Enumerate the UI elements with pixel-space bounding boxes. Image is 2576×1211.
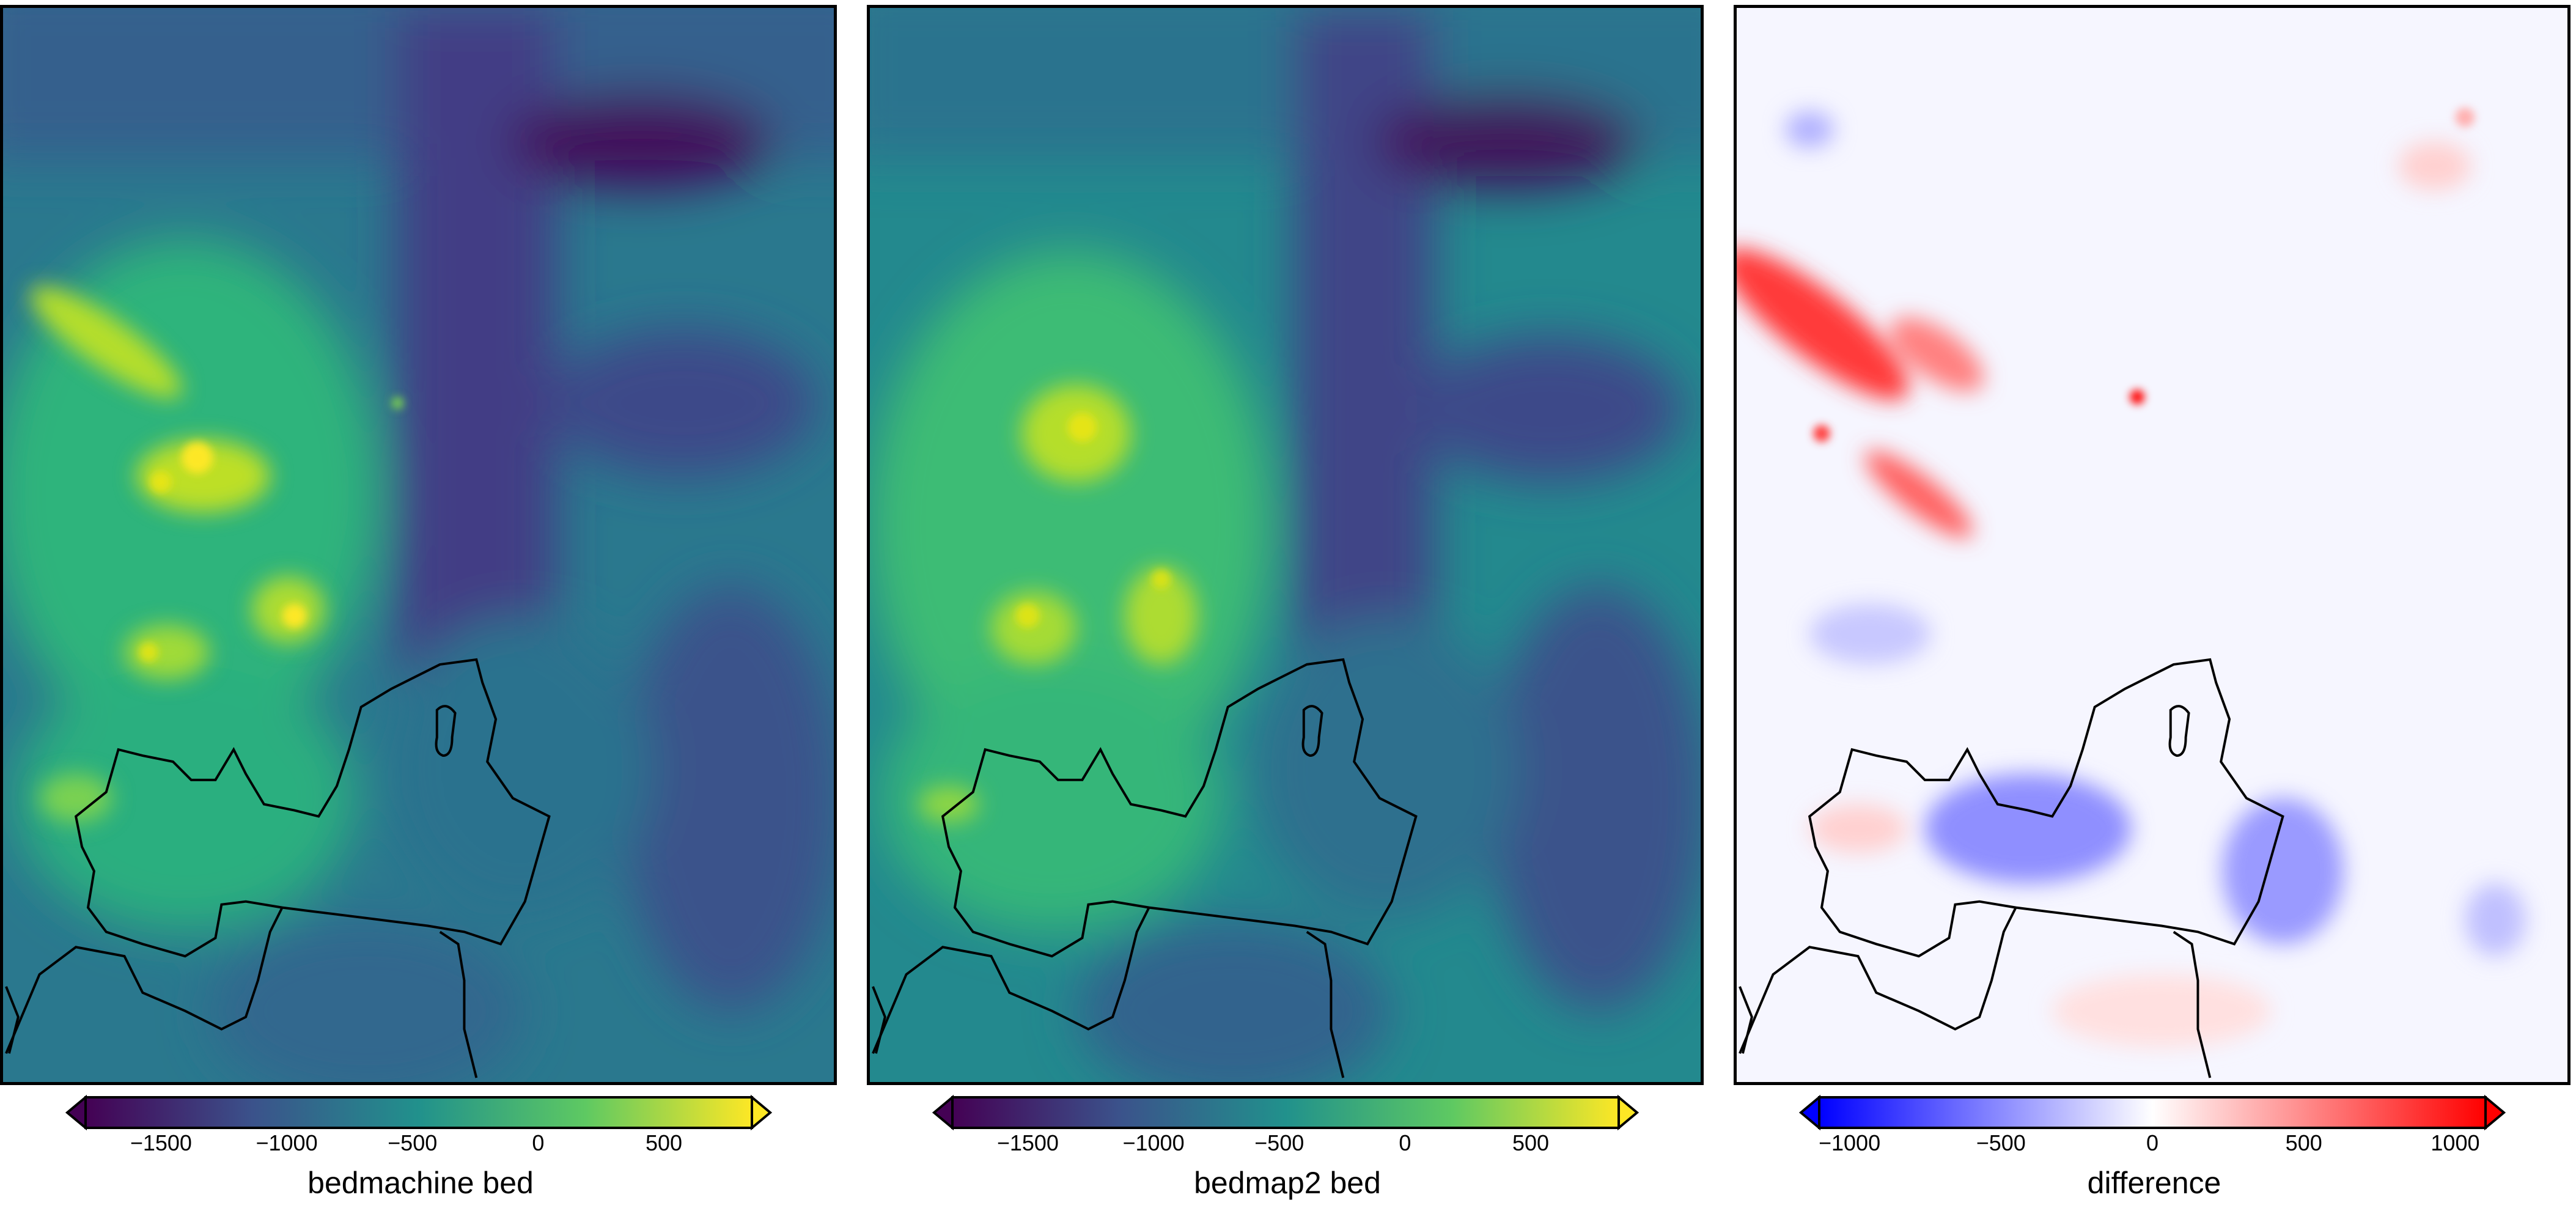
colorbar-tick-label: 0: [1399, 1130, 1411, 1155]
colorbar-bedmachine: [65, 1094, 773, 1131]
colorbar-tick-label: 500: [645, 1130, 683, 1155]
colorbar-tick-label: −500: [1976, 1130, 2026, 1155]
colorbar-tick-label: 1000: [2431, 1130, 2480, 1155]
colorbar-tick-label: −1000: [1122, 1130, 1185, 1155]
map-panel-bedmap2: [867, 5, 1704, 1085]
colorbar-label-difference: difference: [2087, 1166, 2221, 1200]
colorbar-label-bedmap2: bedmap2 bed: [1194, 1166, 1381, 1200]
colorbar-tick-label: −500: [1254, 1130, 1305, 1155]
bed-elevation-map: [870, 8, 1701, 1082]
colorbar-tick-label: 0: [532, 1130, 545, 1155]
colorbar-tick-label: −1500: [996, 1130, 1059, 1155]
colorbar-ticks-bedmachine: −1500 −1000 −500 0 500: [67, 1131, 770, 1161]
colorbar-difference: [1798, 1094, 2506, 1131]
colorbar-label-bedmachine: bedmachine bed: [307, 1166, 534, 1200]
colorbar-tick-label: 500: [2285, 1130, 2322, 1155]
difference-map: [1737, 8, 2567, 1082]
colorbar-tick-label: −1000: [1818, 1130, 1881, 1155]
bed-elevation-map: [3, 8, 834, 1082]
colorbar-tick-label: 500: [1512, 1130, 1550, 1155]
colorbar-tick-label: −1000: [256, 1130, 318, 1155]
map-panel-difference: [1734, 5, 2570, 1085]
colorbar-ticks-difference: −1000 −500 0 500 1000: [1801, 1131, 2504, 1161]
colorbar-tick-label: 0: [2146, 1130, 2159, 1155]
colorbar-tick-label: −500: [388, 1130, 438, 1155]
colorbar-bedmap2: [932, 1094, 1639, 1131]
colorbar-tick-label: −1500: [130, 1130, 192, 1155]
colorbar-ticks-bedmap2: −1500 −1000 −500 0 500: [934, 1131, 1637, 1161]
map-panel-bedmachine: [0, 5, 837, 1085]
